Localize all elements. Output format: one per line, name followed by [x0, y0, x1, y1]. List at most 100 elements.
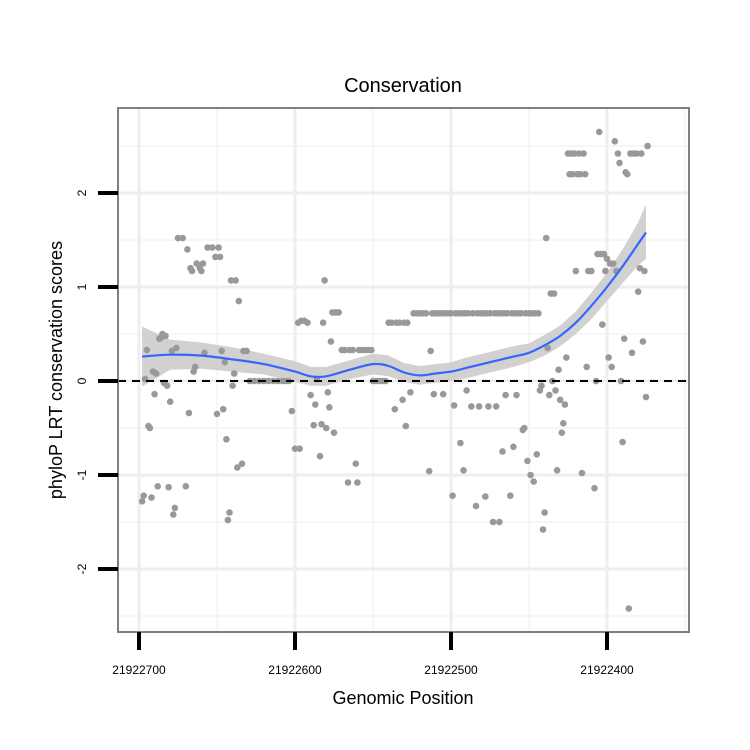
y-tick-label: -2 [75, 563, 89, 574]
data-point [642, 393, 650, 401]
data-point [234, 464, 241, 471]
data-point [171, 504, 179, 512]
data-point [527, 471, 534, 479]
data-point [542, 234, 550, 242]
data-point [475, 403, 483, 410]
y-tick-label: -1 [75, 469, 89, 480]
data-point [288, 407, 296, 415]
data-point [575, 150, 583, 157]
y-tick-label: 1 [75, 283, 89, 290]
x-tick-label: 21922700 [112, 663, 166, 677]
data-point [230, 370, 238, 377]
data-point [318, 420, 325, 428]
x-tick-label: 21922400 [580, 663, 634, 677]
data-point [639, 338, 647, 345]
data-point [641, 267, 648, 275]
y-tick-label: 2 [75, 189, 89, 196]
data-point [238, 460, 246, 468]
data-point [624, 170, 631, 178]
data-point [439, 390, 447, 398]
data-point [204, 244, 211, 251]
data-point [485, 403, 492, 410]
data-point [580, 150, 587, 157]
data-point [499, 448, 506, 455]
data-point [296, 445, 304, 453]
data-point [583, 363, 590, 371]
y-axis: -2 -1 0 1 2 [75, 189, 118, 574]
data-point [492, 403, 500, 410]
data-point [539, 526, 547, 533]
data-point [572, 267, 580, 275]
data-point [148, 494, 155, 501]
chart-title: Conservation [344, 75, 462, 97]
data-point [541, 509, 548, 516]
data-point [227, 277, 235, 284]
data-point [510, 443, 517, 451]
data-point [151, 390, 158, 398]
data-point [349, 346, 357, 354]
data-point [185, 409, 193, 417]
data-point [530, 478, 537, 485]
data-point [555, 366, 562, 374]
data-point [166, 398, 174, 406]
data-point [489, 518, 497, 526]
data-point [507, 492, 514, 500]
data-point [140, 492, 147, 500]
data-point [322, 424, 330, 432]
data-point [368, 346, 375, 354]
data-point [173, 344, 180, 352]
data-point [209, 244, 216, 251]
grid [118, 108, 689, 632]
data-point [517, 310, 525, 317]
plot-panel [117, 107, 690, 633]
data-point [513, 391, 520, 399]
data-point [407, 389, 414, 396]
data-point [602, 267, 609, 275]
data-point [221, 358, 229, 366]
data-point [321, 277, 328, 284]
data-point [396, 319, 403, 327]
y-axis-title: phyloP LRT conservation scores [46, 241, 66, 499]
data-point [201, 349, 208, 357]
data-point [310, 421, 318, 429]
data-point [535, 310, 542, 317]
data-point [354, 479, 361, 486]
data-point [464, 310, 472, 317]
points-layer [138, 128, 651, 612]
smooth-line [142, 231, 647, 379]
data-point [425, 467, 433, 475]
data-point [188, 267, 196, 275]
data-point [319, 319, 327, 327]
data-point [617, 377, 625, 385]
data-point [146, 424, 154, 432]
data-point [605, 354, 612, 361]
data-point [391, 405, 399, 413]
x-axis-title: Genomic Position [332, 688, 473, 708]
data-point [608, 363, 615, 371]
data-point [212, 253, 219, 261]
data-point [463, 387, 470, 394]
data-point [502, 391, 509, 399]
data-point [179, 234, 186, 242]
data-point [544, 344, 551, 352]
data-point [538, 382, 545, 390]
data-point [591, 484, 598, 492]
data-point [457, 439, 464, 447]
data-point [482, 493, 489, 500]
y-tick-label: 0 [75, 377, 89, 384]
data-point [599, 321, 606, 328]
data-point [199, 260, 207, 267]
data-point [191, 363, 199, 371]
data-point [138, 498, 146, 505]
data-point [553, 467, 561, 474]
data-point [600, 250, 608, 258]
data-point [327, 338, 335, 345]
data-point [165, 483, 172, 491]
data-point [609, 260, 617, 267]
data-point [291, 445, 299, 453]
data-point [614, 150, 622, 157]
data-point [229, 382, 236, 390]
data-point [163, 382, 171, 390]
data-point [468, 403, 475, 410]
data-point [569, 170, 576, 178]
